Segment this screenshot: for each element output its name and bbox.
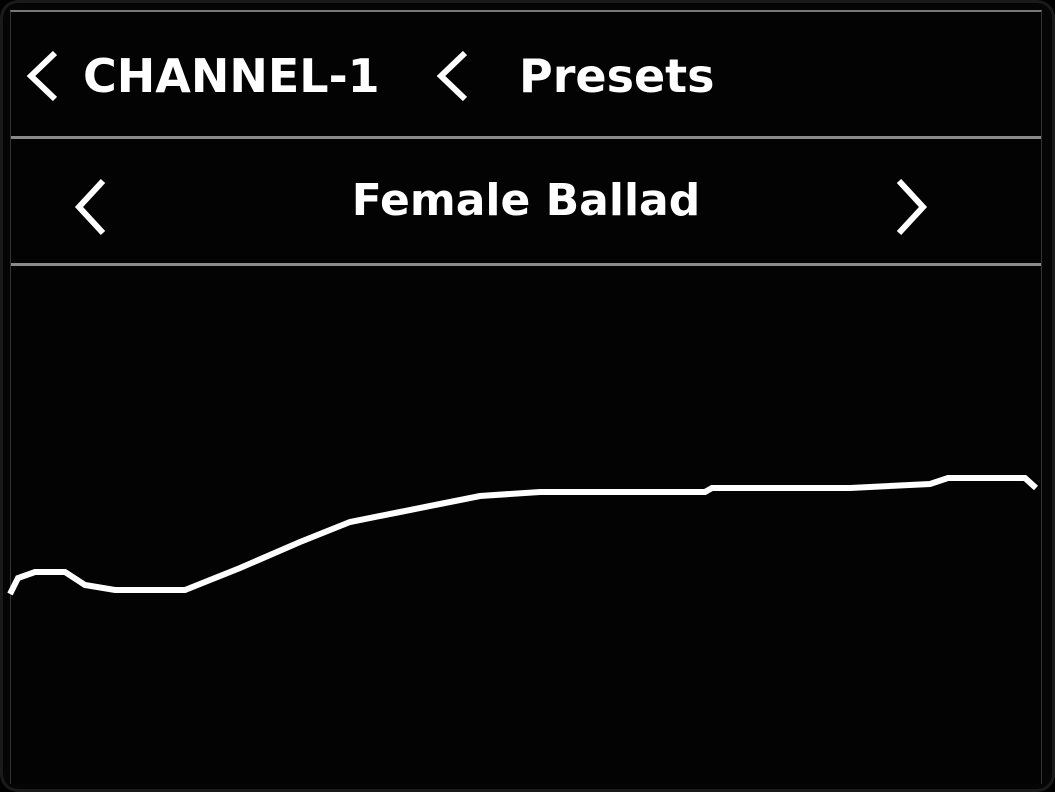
breadcrumb-label: Presets — [519, 49, 715, 103]
breadcrumb-label: CHANNEL-1 — [83, 49, 380, 103]
breadcrumb: CHANNEL-1 Presets — [11, 12, 1041, 139]
device-screen: CHANNEL-1 Presets Female Ballad — [10, 10, 1042, 784]
breadcrumb-channel[interactable]: CHANNEL-1 — [23, 46, 380, 106]
chevron-left-icon — [26, 50, 58, 102]
eq-curve — [7, 475, 1039, 596]
preset-name: Female Ballad — [351, 175, 701, 226]
chevron-right-icon[interactable] — [893, 177, 931, 237]
preset-selector: Female Ballad — [11, 139, 1041, 266]
chevron-left-icon[interactable] — [71, 177, 109, 237]
chevron-left-icon — [436, 50, 468, 102]
breadcrumb-presets[interactable]: Presets — [433, 46, 715, 106]
